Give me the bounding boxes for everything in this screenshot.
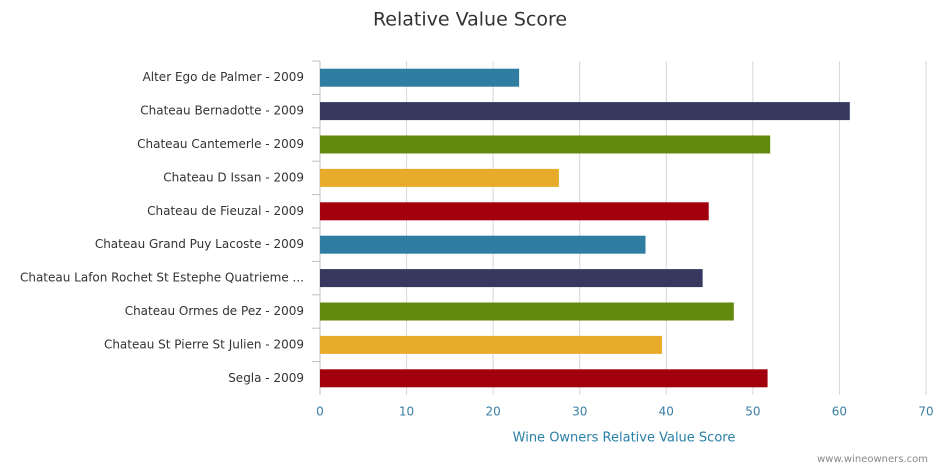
- y-tick-label: Chateau D Issan - 2009: [163, 170, 304, 184]
- x-tick-label: 0: [316, 405, 324, 419]
- y-tick-label: Chateau Ormes de Pez - 2009: [125, 304, 304, 318]
- bar: [320, 102, 850, 121]
- y-tick-label: Chateau Cantemerle - 2009: [137, 137, 304, 151]
- x-axis-label: Wine Owners Relative Value Score: [513, 431, 736, 446]
- bar: [320, 68, 520, 87]
- y-tick-label: Chateau Lafon Rochet St Estephe Quatriem…: [20, 271, 304, 285]
- x-tick-label: 20: [486, 405, 501, 419]
- credit: www.wineowners.com: [817, 454, 928, 465]
- bar: [320, 369, 768, 388]
- x-tick-label: 10: [399, 405, 414, 419]
- bar: [320, 235, 646, 254]
- x-tick-label: 70: [918, 405, 933, 419]
- bar: [320, 335, 662, 354]
- y-tick-label: Chateau St Pierre St Julien - 2009: [104, 337, 304, 351]
- x-tick-label: 40: [659, 405, 674, 419]
- chart-title: Relative Value Score: [373, 9, 567, 31]
- bar: [320, 202, 709, 221]
- y-tick-label: Chateau Bernadotte - 2009: [140, 104, 304, 118]
- x-tick-label: 30: [572, 405, 587, 419]
- y-tick-label: Chateau Grand Puy Lacoste - 2009: [95, 237, 304, 251]
- x-tick-label: 60: [832, 405, 847, 419]
- bar: [320, 269, 703, 288]
- bar: [320, 135, 771, 154]
- x-tick-label: 50: [745, 405, 760, 419]
- bar: [320, 168, 559, 187]
- y-tick-label: Alter Ego de Palmer - 2009: [143, 70, 304, 84]
- y-tick-label: Chateau de Fieuzal - 2009: [147, 204, 304, 218]
- y-tick-label: Segla - 2009: [228, 371, 304, 385]
- bar: [320, 302, 734, 321]
